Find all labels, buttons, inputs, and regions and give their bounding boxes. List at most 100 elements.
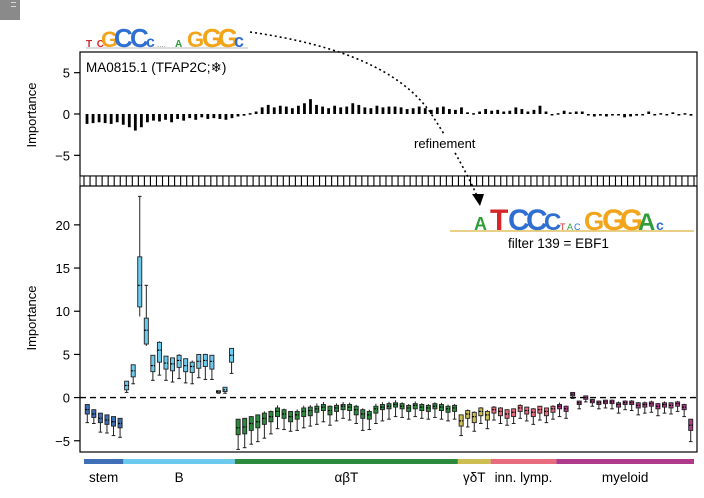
top-bar — [514, 107, 518, 114]
top-bar — [109, 114, 113, 124]
bottom-logo-g2: G — [602, 204, 625, 237]
box — [176, 354, 182, 368]
box-mark — [465, 409, 471, 428]
top-bar — [417, 106, 421, 114]
box-mark — [491, 406, 497, 421]
top-bar — [121, 114, 125, 125]
top-bar — [357, 104, 361, 114]
cell-type-label: γδT — [463, 470, 486, 485]
top-bar — [339, 107, 343, 114]
box-mark — [202, 353, 208, 380]
cell-type-label: myeloid — [602, 470, 649, 485]
top-bar — [629, 114, 632, 117]
top-panel: −5 0 5 Importance MA0815.1 (TFAP2C;❄) — [24, 51, 698, 177]
box-mark — [537, 405, 543, 421]
top-bar — [556, 113, 560, 115]
top-bar — [544, 111, 548, 114]
box-mark — [196, 353, 202, 379]
box-mark — [583, 395, 589, 403]
bottom-logo-gap: T — [560, 222, 566, 232]
box-mark — [386, 401, 392, 420]
box-mark — [366, 409, 372, 431]
box-mark — [137, 195, 143, 317]
box-mark — [498, 407, 503, 424]
top-bar — [532, 109, 536, 114]
box-mark — [353, 404, 359, 424]
top-bar — [230, 114, 234, 119]
box-mark — [268, 410, 274, 435]
top-bar — [351, 103, 355, 114]
top-logo-g3: G — [202, 23, 222, 53]
bottom-y-tick-label: 0 — [63, 391, 70, 406]
box-mark — [301, 405, 307, 429]
box-mark — [635, 402, 641, 416]
box — [412, 403, 418, 410]
box-mark — [511, 408, 517, 424]
top-bar — [659, 113, 663, 115]
top-bar — [677, 114, 681, 116]
top-bar — [520, 109, 524, 114]
top-bar — [146, 114, 149, 123]
bottom-y-tick-label: −5 — [55, 434, 70, 449]
top-bar — [641, 114, 645, 116]
top-bar — [224, 114, 228, 120]
box-mark — [209, 354, 215, 380]
top-logo-a: A — [175, 39, 182, 50]
box-mark — [215, 390, 221, 394]
box-mark — [91, 409, 97, 424]
top-bar — [206, 114, 210, 119]
top-bar — [466, 112, 469, 114]
bottom-logo-c4: c — [656, 217, 664, 233]
top-bar — [242, 114, 246, 116]
refinement-arrow-path — [249, 31, 479, 199]
top-bar — [574, 111, 578, 114]
top-bar — [254, 111, 258, 114]
box — [307, 406, 313, 417]
top-y-tick-label: −5 — [55, 148, 70, 163]
box-mark — [517, 404, 523, 419]
box — [340, 404, 346, 411]
top-bar — [671, 112, 675, 114]
bottom-logo-background — [446, 196, 696, 236]
box-mark — [288, 410, 294, 432]
top-bar — [290, 108, 294, 114]
cell-type-label: B — [175, 470, 184, 485]
top-bar — [284, 106, 288, 114]
snowflake-icon: ❄ — [211, 60, 222, 75]
bottom-logo-a2: A — [638, 209, 655, 236]
refinement-label: refinement — [414, 136, 476, 151]
box-mark — [261, 411, 267, 439]
top-bar — [127, 114, 131, 128]
box-mark — [471, 411, 477, 432]
bottom-boxplots — [84, 195, 694, 450]
box — [150, 354, 156, 373]
top-bar — [526, 111, 530, 114]
box — [301, 407, 307, 418]
box-mark — [176, 354, 182, 380]
top-bar — [133, 114, 137, 131]
top-bar — [454, 109, 457, 114]
box-mark — [275, 405, 280, 430]
top-bar — [605, 114, 608, 117]
box-mark — [229, 347, 235, 374]
top-bar — [611, 114, 614, 116]
box-mark — [602, 399, 608, 409]
box-mark — [170, 357, 176, 383]
top-bar — [405, 109, 409, 114]
top-bar — [212, 114, 216, 119]
top-bar — [580, 111, 584, 114]
cell-type-bar-segment — [234, 459, 458, 464]
box — [242, 417, 248, 435]
refinement-label-bg — [410, 134, 496, 152]
top-bar — [568, 112, 572, 114]
top-bar — [447, 109, 451, 114]
top-bar — [218, 114, 222, 119]
box — [373, 405, 379, 414]
bottom-logo-g3: G — [620, 204, 643, 237]
cell-type-bar-segment — [123, 459, 235, 464]
bottom-y-axis: −5 0 5 10 15 20 — [55, 218, 80, 449]
top-bar — [303, 103, 306, 114]
top-logo-c4: c — [234, 31, 244, 51]
box-mark — [327, 405, 333, 426]
box-mark — [156, 341, 162, 376]
